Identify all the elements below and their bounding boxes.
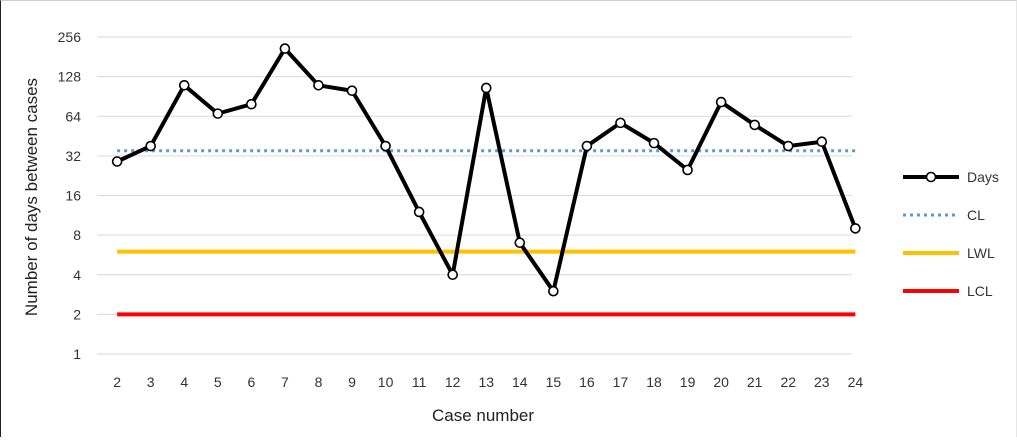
days-point [615,117,626,129]
x-tick-label: 16 [579,374,595,390]
y-tick-label: 128 [58,69,82,85]
x-tick-label: 10 [378,374,394,390]
days-point [480,82,492,94]
x-tick-label: 13 [478,374,494,390]
y-axis-title: Number of days between cases [22,78,41,316]
y-tick-label: 1 [73,346,81,362]
x-tick-label: 4 [180,374,188,390]
y-tick-label: 16 [65,188,81,204]
x-tick-label: 6 [247,374,255,390]
x-tick-label: 11 [412,374,427,390]
x-tick-label: 2 [113,374,121,390]
x-tick-label: 14 [512,374,528,390]
days-point [380,140,391,152]
x-axis-title: Case number [432,406,534,425]
days-point [514,237,526,249]
days-point [413,206,425,218]
days-point [715,96,727,108]
y-tick-labels: 1 2 4 8 16 32 64 128 256 [58,29,82,362]
x-tick-label: 18 [646,374,662,390]
days-point [246,98,257,110]
legend-label: Days [967,169,999,185]
x-tick-label: 17 [613,374,629,390]
days-series [111,43,861,297]
legend: Days CL LWL LCL [903,169,999,299]
legend-item-lcl: LCL [903,283,993,299]
legend-label: LCL [967,283,993,299]
days-point [548,285,559,297]
y-tick-label: 64 [65,108,81,124]
legend-item-days: Days [903,169,999,185]
x-tick-label: 8 [315,374,323,390]
days-point [682,164,693,176]
y-tick-label: 4 [73,267,81,283]
days-point [447,269,458,281]
x-tick-label: 3 [147,374,155,390]
y-tick-label: 256 [58,29,82,45]
x-tick-labels: 2 3 4 5 6 7 8 9 10 11 12 13 14 15 16 17 18 19 20 21 22 23 24 [113,374,863,390]
legend-item-cl: CL [903,207,985,223]
x-tick-label: 24 [848,374,864,390]
x-tick-label: 5 [214,374,222,390]
days-point [313,79,324,91]
legend-label: CL [967,207,985,223]
reference-lines [117,149,856,317]
days-point [212,108,224,119]
legend-item-lwl: LWL [903,245,995,261]
days-point [111,156,123,167]
legend-label: LWL [967,245,995,261]
x-tick-label: 23 [814,374,830,390]
days-point [782,140,794,152]
days-point [816,136,828,148]
days-point [346,85,358,97]
days-point [279,43,291,54]
x-tick-label: 12 [445,374,461,390]
days-point [850,223,861,234]
legend-marker [925,171,937,183]
y-tick-label: 8 [73,227,81,243]
days-point [145,140,156,152]
x-tick-label: 20 [713,374,729,390]
x-tick-label: 15 [546,374,562,390]
days-point [581,140,593,152]
x-tick-label: 9 [348,374,356,390]
days-point [178,79,190,91]
days-point [749,119,760,131]
x-tick-label: 19 [680,374,696,390]
gridlines [97,36,852,355]
x-tick-label: 22 [780,374,796,390]
y-tick-label: 32 [65,148,81,164]
y-tick-label: 2 [73,306,81,322]
days-point [648,137,660,149]
x-tick-label: 21 [747,374,763,390]
x-tick-label: 7 [281,374,289,390]
